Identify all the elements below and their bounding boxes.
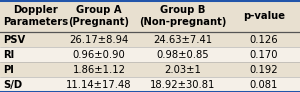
Text: Doppler
Parameters: Doppler Parameters [3,5,68,27]
Bar [0,77,60,92]
Text: 0.126: 0.126 [250,35,278,45]
Text: 0.96±0.90: 0.96±0.90 [73,50,125,60]
Bar [138,32,228,47]
Text: PSV: PSV [3,35,25,45]
Text: PI: PI [3,65,14,75]
Text: Group B
(Non-pregnant): Group B (Non-pregnant) [139,5,227,27]
Text: Group A
(Pregnant): Group A (Pregnant) [68,5,130,27]
Text: 0.081: 0.081 [250,79,278,90]
Bar [138,0,228,32]
Bar [138,77,228,92]
Bar [60,32,138,47]
Bar [228,32,300,47]
Text: 11.14±17.48: 11.14±17.48 [66,79,132,90]
Bar [60,62,138,77]
Bar [138,47,228,62]
Text: S/D: S/D [3,79,22,90]
Bar [0,47,60,62]
Text: 0.192: 0.192 [250,65,278,75]
Bar [228,0,300,32]
Bar [0,62,60,77]
Text: 24.63±7.41: 24.63±7.41 [153,35,213,45]
Bar [60,77,138,92]
Text: RI: RI [3,50,14,60]
Text: 0.170: 0.170 [250,50,278,60]
Text: 1.86±1.12: 1.86±1.12 [73,65,125,75]
Text: 26.17±8.94: 26.17±8.94 [69,35,129,45]
Bar [0,32,60,47]
Text: 0.98±0.85: 0.98±0.85 [157,50,209,60]
Bar [228,62,300,77]
Bar [0,0,60,32]
Bar [60,0,138,32]
Text: 18.92±30.81: 18.92±30.81 [150,79,216,90]
Bar [60,47,138,62]
Bar [228,47,300,62]
Text: 2.03±1: 2.03±1 [165,65,201,75]
Text: p-value: p-value [243,11,285,21]
Bar [138,62,228,77]
Bar [228,77,300,92]
